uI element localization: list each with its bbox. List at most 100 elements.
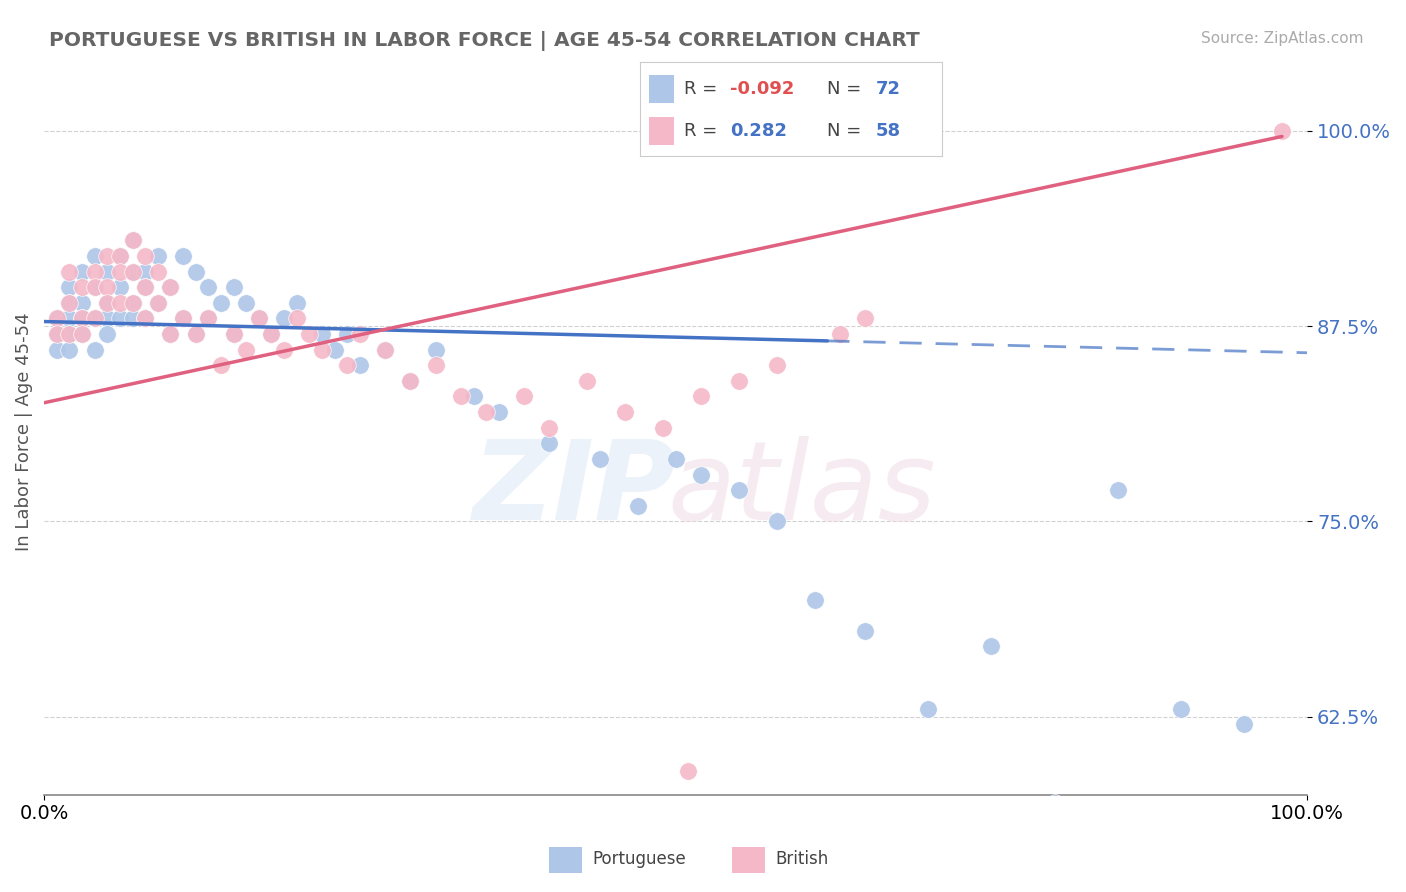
Point bbox=[121, 311, 143, 326]
Point bbox=[134, 249, 156, 263]
Point bbox=[273, 343, 295, 357]
Text: 58: 58 bbox=[876, 122, 901, 140]
Point bbox=[70, 326, 93, 341]
Point bbox=[83, 249, 105, 263]
Point bbox=[184, 264, 207, 278]
Point bbox=[349, 358, 371, 372]
Point bbox=[121, 295, 143, 310]
Point bbox=[121, 233, 143, 247]
Point bbox=[197, 280, 219, 294]
Point bbox=[83, 311, 105, 326]
Point bbox=[1107, 483, 1129, 498]
Point bbox=[197, 311, 219, 326]
Point bbox=[222, 326, 245, 341]
Point bbox=[209, 295, 232, 310]
Point bbox=[614, 405, 637, 419]
Point bbox=[172, 311, 194, 326]
Point bbox=[425, 358, 447, 372]
Point bbox=[146, 295, 169, 310]
Point bbox=[1170, 702, 1192, 716]
Point bbox=[853, 624, 876, 638]
Point bbox=[70, 311, 93, 326]
Point bbox=[172, 311, 194, 326]
Point bbox=[159, 280, 181, 294]
Point bbox=[70, 311, 93, 326]
Point bbox=[83, 264, 105, 278]
Point bbox=[70, 280, 93, 294]
Point bbox=[121, 264, 143, 278]
Point bbox=[311, 343, 333, 357]
Point bbox=[121, 295, 143, 310]
Point bbox=[260, 326, 283, 341]
Point bbox=[134, 311, 156, 326]
Point bbox=[83, 280, 105, 294]
Point bbox=[146, 295, 169, 310]
Text: 0.282: 0.282 bbox=[731, 122, 787, 140]
Point bbox=[45, 326, 67, 341]
Text: atlas: atlas bbox=[668, 436, 936, 543]
Point bbox=[247, 311, 270, 326]
Point bbox=[678, 764, 700, 779]
Point bbox=[83, 280, 105, 294]
Point bbox=[323, 343, 346, 357]
Point bbox=[374, 343, 396, 357]
Point bbox=[374, 343, 396, 357]
Point bbox=[45, 311, 67, 326]
Point bbox=[463, 390, 485, 404]
Point bbox=[450, 390, 472, 404]
Text: ZIP: ZIP bbox=[472, 436, 676, 543]
Point bbox=[159, 326, 181, 341]
Point bbox=[96, 249, 118, 263]
Point bbox=[765, 515, 787, 529]
FancyBboxPatch shape bbox=[548, 847, 582, 872]
Text: British: British bbox=[776, 849, 828, 868]
Point bbox=[235, 295, 257, 310]
Point bbox=[96, 295, 118, 310]
Point bbox=[765, 358, 787, 372]
Point bbox=[108, 280, 131, 294]
Point bbox=[260, 326, 283, 341]
Point bbox=[917, 702, 939, 716]
Point bbox=[1271, 124, 1294, 138]
Text: N =: N = bbox=[827, 79, 862, 97]
Point bbox=[58, 295, 80, 310]
Point bbox=[134, 264, 156, 278]
Point bbox=[159, 280, 181, 294]
Point bbox=[209, 358, 232, 372]
Point bbox=[828, 326, 851, 341]
Point bbox=[425, 343, 447, 357]
Point bbox=[285, 295, 308, 310]
Point bbox=[70, 326, 93, 341]
Point bbox=[727, 483, 749, 498]
Point bbox=[690, 467, 713, 482]
Point bbox=[146, 264, 169, 278]
Point bbox=[1233, 717, 1256, 731]
Point bbox=[222, 280, 245, 294]
Text: 72: 72 bbox=[876, 79, 900, 97]
Point bbox=[285, 311, 308, 326]
Point bbox=[298, 326, 321, 341]
Point bbox=[184, 326, 207, 341]
Point bbox=[134, 280, 156, 294]
Point bbox=[58, 295, 80, 310]
Point bbox=[349, 326, 371, 341]
Text: Portuguese: Portuguese bbox=[593, 849, 686, 868]
Text: R =: R = bbox=[683, 79, 717, 97]
Point bbox=[108, 295, 131, 310]
Point bbox=[96, 264, 118, 278]
Point bbox=[83, 311, 105, 326]
FancyBboxPatch shape bbox=[648, 117, 675, 145]
Point bbox=[273, 311, 295, 326]
Point bbox=[58, 326, 80, 341]
Point bbox=[1043, 796, 1066, 810]
Point bbox=[45, 343, 67, 357]
Point bbox=[45, 311, 67, 326]
Point bbox=[803, 592, 825, 607]
Point bbox=[58, 311, 80, 326]
Point bbox=[690, 390, 713, 404]
Point bbox=[665, 452, 688, 467]
Point bbox=[70, 264, 93, 278]
Point bbox=[627, 499, 650, 513]
Point bbox=[96, 280, 118, 294]
Point bbox=[121, 233, 143, 247]
